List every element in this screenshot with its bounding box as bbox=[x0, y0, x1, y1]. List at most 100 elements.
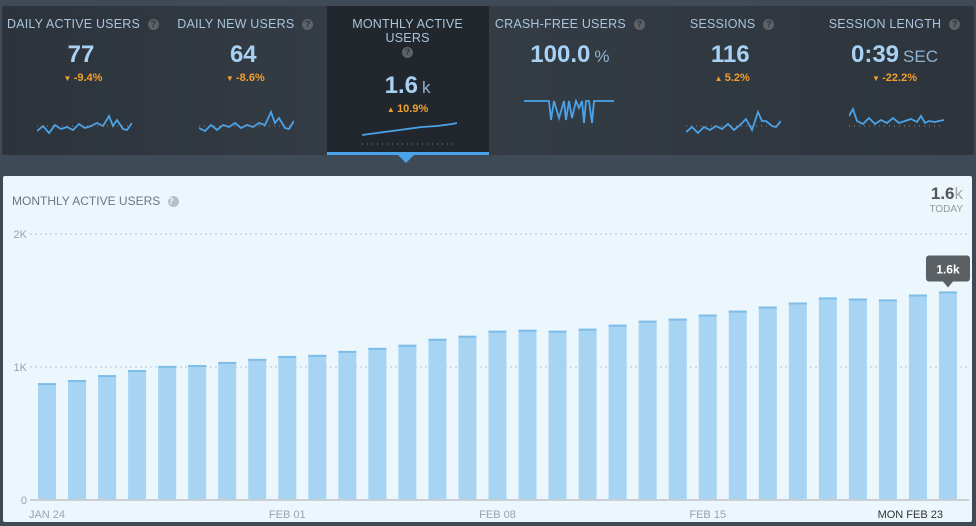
help-icon[interactable]: ? bbox=[949, 19, 961, 30]
metric-value: 64 bbox=[164, 41, 326, 69]
metric-title: SESSION LENGTH? bbox=[814, 17, 976, 31]
metric-number: 116 bbox=[710, 41, 750, 68]
bar-top bbox=[338, 350, 357, 353]
metric-number: 1.6 bbox=[384, 72, 419, 99]
bar-top bbox=[458, 335, 477, 338]
bar-jan-25 bbox=[68, 380, 87, 500]
metric-change: ▲ 5.2% bbox=[651, 72, 813, 84]
help-icon[interactable]: ? bbox=[302, 19, 314, 30]
help-icon[interactable]: ? bbox=[763, 19, 775, 30]
metric-card-daily-new-users[interactable]: DAILY NEW USERS? 64 ▼ -8.6% bbox=[164, 6, 326, 155]
x-tick-label: JAN 24 bbox=[29, 509, 65, 521]
metric-card-daily-active-users[interactable]: DAILY ACTIVE USERS? 77 ▼ -9.4% bbox=[2, 6, 164, 155]
bar-jan-27 bbox=[128, 370, 147, 500]
bar-feb-22 bbox=[908, 294, 927, 500]
metric-value: 116 bbox=[651, 41, 813, 69]
metrics-bar: DAILY ACTIVE USERS? 77 ▼ -9.4% DAILY NEW… bbox=[2, 6, 974, 155]
bar-jan-30 bbox=[218, 361, 237, 500]
y-tick-label: 2K bbox=[14, 229, 28, 241]
metric-title-text: SESSION LENGTH bbox=[828, 17, 942, 31]
bar-feb-16 bbox=[728, 310, 747, 500]
help-icon[interactable]: ? bbox=[402, 47, 414, 58]
metric-card-crash-free-users[interactable]: CRASH-FREE USERS? 100.0% bbox=[489, 6, 651, 155]
bar-top bbox=[218, 361, 237, 364]
x-tick-label: FEB 08 bbox=[479, 509, 516, 521]
metric-card-session-length[interactable]: SESSION LENGTH? 0:39 SEC ▼ -22.2% bbox=[814, 6, 976, 155]
metric-value: 100.0% bbox=[489, 41, 651, 69]
bar-top bbox=[638, 320, 657, 323]
metric-title: CRASH-FREE USERS? bbox=[489, 17, 651, 31]
metric-title-text: SESSIONS bbox=[689, 17, 756, 31]
bar-top bbox=[518, 329, 537, 332]
tooltip-box bbox=[925, 255, 970, 282]
x-tick-label: FEB 15 bbox=[689, 509, 726, 521]
metric-unit: k bbox=[422, 78, 431, 97]
bar-feb-09 bbox=[518, 329, 537, 500]
help-icon[interactable]: ? bbox=[168, 196, 180, 207]
bar-top bbox=[98, 375, 117, 378]
bar-top bbox=[848, 298, 867, 301]
metric-change-text: 10.9% bbox=[397, 103, 429, 115]
sparkline bbox=[361, 122, 457, 145]
metric-card-sessions[interactable]: SESSIONS? 116 ▲ 5.2% bbox=[651, 6, 813, 155]
metric-value: 0:39 SEC bbox=[814, 41, 976, 69]
sparkline bbox=[523, 98, 614, 124]
bar-top bbox=[488, 330, 507, 333]
bar-feb-21 bbox=[878, 299, 897, 500]
metric-title-text: DAILY NEW USERS bbox=[177, 17, 295, 31]
today-label: TODAY bbox=[929, 204, 963, 215]
bar-top bbox=[818, 297, 837, 300]
help-icon[interactable]: ? bbox=[633, 19, 645, 30]
metric-unit: % bbox=[594, 47, 610, 66]
metric-number: 0:39 bbox=[850, 41, 900, 68]
x-tick-label: FEB 01 bbox=[269, 509, 306, 521]
sparkline bbox=[199, 109, 295, 133]
bar-jan-28 bbox=[158, 365, 177, 500]
metric-unit: SEC bbox=[903, 47, 938, 66]
metric-title-text: MONTHLY ACTIVE USERS bbox=[352, 17, 463, 45]
bar-feb-18 bbox=[788, 302, 807, 500]
metric-change: ▼ -9.4% bbox=[2, 72, 164, 84]
sparkline bbox=[37, 113, 132, 135]
metric-change-text: -22.2% bbox=[882, 72, 917, 84]
panel-title: MONTHLY ACTIVE USERS? bbox=[12, 194, 180, 208]
bar-top bbox=[368, 347, 387, 350]
bar-top bbox=[68, 380, 87, 383]
bar-feb-11 bbox=[578, 328, 597, 500]
bar-top bbox=[938, 291, 957, 294]
panel-title-text: MONTHLY ACTIVE USERS bbox=[12, 194, 161, 208]
metric-change-text: 5.2% bbox=[724, 72, 750, 84]
metric-title: DAILY NEW USERS? bbox=[164, 17, 326, 31]
today-value: 1.6k bbox=[931, 184, 963, 204]
bar-feb-15 bbox=[698, 314, 717, 500]
metric-number: 77 bbox=[67, 41, 95, 68]
bar-top bbox=[758, 306, 777, 309]
today-number: 1.6 bbox=[930, 184, 955, 203]
bar-feb-17 bbox=[758, 306, 777, 500]
bar-top bbox=[188, 365, 207, 368]
bar-feb-07 bbox=[458, 335, 477, 500]
sparkline bbox=[848, 106, 944, 127]
metric-title-text: CRASH-FREE USERS bbox=[494, 17, 626, 31]
tooltip-value: 1.6k bbox=[936, 262, 960, 276]
metric-change: ▼ -8.6% bbox=[164, 72, 326, 84]
down-arrow-icon: ▼ bbox=[63, 74, 74, 83]
bar-top bbox=[578, 328, 597, 331]
metric-number: 100.0 bbox=[530, 41, 591, 68]
bar-jan-29 bbox=[188, 365, 207, 500]
bar-top bbox=[128, 370, 147, 373]
metric-title-text: DAILY ACTIVE USERS bbox=[6, 17, 141, 31]
metric-card-monthly-active-users[interactable]: MONTHLY ACTIVE USERS? 1.6 k ▲ 10.9% bbox=[326, 6, 489, 155]
bar-chart: 0 1K 2K JAN 24 FEB 01 FEB 08 FEB 15 MON FEB 23 1… bbox=[14, 229, 970, 521]
metric-title: DAILY ACTIVE USERS? bbox=[2, 17, 164, 31]
bar-top bbox=[548, 330, 567, 333]
help-icon[interactable]: ? bbox=[148, 19, 160, 30]
bar-feb-12 bbox=[608, 324, 627, 500]
metric-number: 64 bbox=[229, 41, 257, 68]
up-arrow-icon: ▲ bbox=[386, 105, 398, 114]
sparkline bbox=[686, 109, 782, 135]
bar-feb-08 bbox=[488, 330, 507, 500]
bar-feb-03 bbox=[338, 350, 357, 500]
bar-feb-10 bbox=[548, 330, 567, 500]
metric-title: MONTHLY ACTIVE USERS? bbox=[333, 17, 483, 59]
